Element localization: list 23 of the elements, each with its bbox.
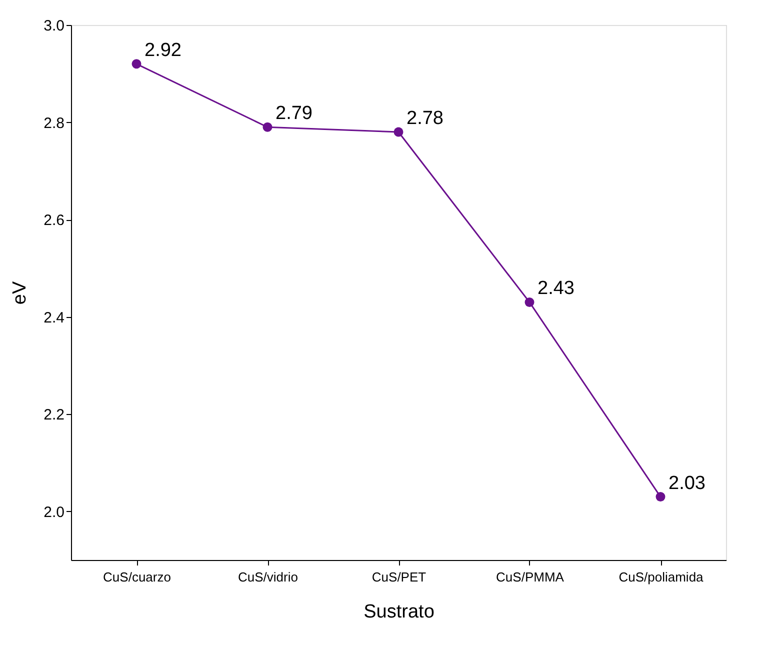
x-tick-label: CuS/PMMA (496, 570, 564, 584)
data-label: 2.79 (276, 103, 312, 124)
y-axis-title: eV (10, 281, 31, 305)
x-tick-label: CuS/PET (372, 570, 426, 584)
y-tick-label: 3.0 (44, 18, 64, 34)
y-tick-label: 2.8 (44, 114, 64, 132)
point (656, 492, 666, 502)
x-axis-title: Sustrato (364, 602, 434, 622)
data-label: 2.03 (668, 472, 706, 494)
x-tick-label: CuS/cuarzo (103, 570, 171, 584)
y-tick-label: 2.4 (44, 309, 64, 326)
x-tick-label: CuS/vidrio (238, 570, 298, 584)
data-label: 2.92 (144, 40, 182, 61)
y-tick-label: 2.6 (44, 212, 64, 230)
point (132, 59, 142, 69)
x-tick-label: CuS/poliamida (618, 570, 704, 584)
y-tick-label: 2.2 (44, 406, 64, 424)
data-label: 2.43 (538, 278, 574, 300)
data-label: 2.78 (406, 108, 444, 129)
point (524, 297, 534, 307)
y-tick-label: 2.0 (44, 504, 64, 521)
point (262, 122, 272, 132)
point (394, 127, 404, 137)
